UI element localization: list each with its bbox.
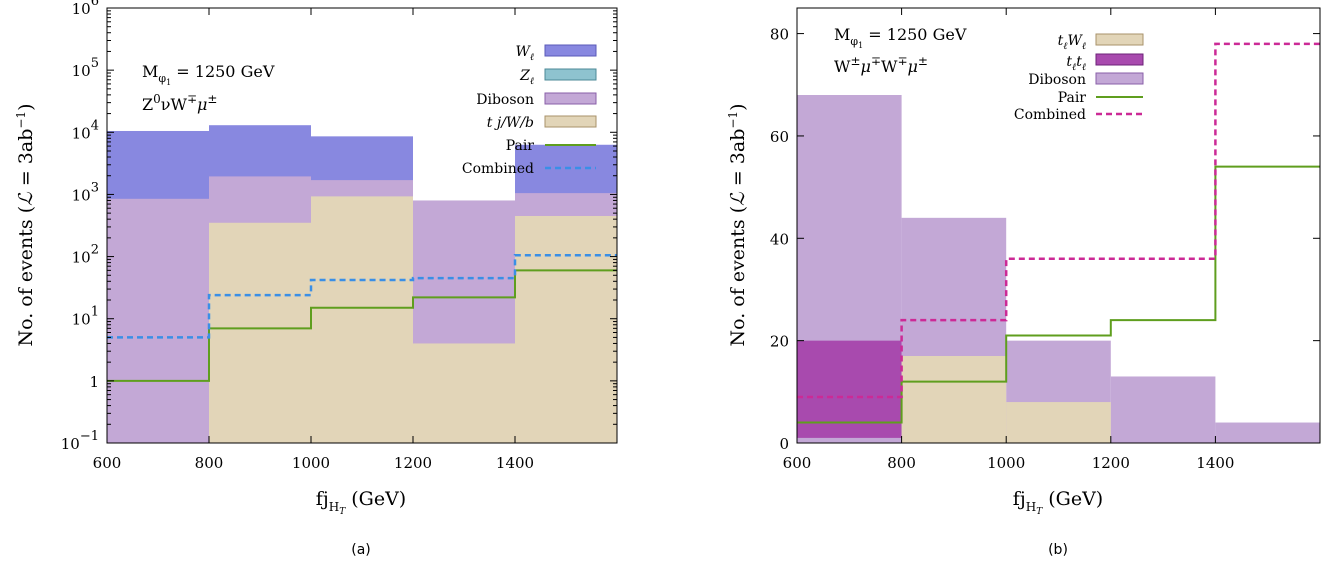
b-bar-2-2 <box>1006 402 1111 443</box>
a-stacked-bars <box>107 125 617 444</box>
b-xtick-label: 1200 <box>1092 454 1130 472</box>
a-bar-2-3 <box>413 343 515 443</box>
a-legend-swatch-zl <box>544 68 597 81</box>
a-legend-swatch-tj <box>544 115 597 128</box>
a-ytick-label: 104 <box>72 118 99 142</box>
b-caption: (b) <box>1048 542 1068 558</box>
panel-b: 600 800 1000 1200 1400 0 20 40 60 80 Mφ1 = 1250 G… <box>726 7 1321 558</box>
a-annotation-channel: Z0νW∓μ± <box>142 92 217 114</box>
a-legend-label-zl: Zℓ <box>519 68 534 87</box>
panel-a: 600 800 1000 1200 1400 10−1 1 101 102 103 104 105 10… <box>14 0 618 558</box>
b-xtick-label: 800 <box>887 454 916 472</box>
b-ytick-label: 60 <box>770 128 789 146</box>
b-legend-label-tt: tℓtℓ <box>1066 54 1086 73</box>
b-ylabel: No. of events (ℒ = 3ab−1) <box>726 103 749 346</box>
b-lines <box>797 42 1320 424</box>
b-frame <box>796 7 1321 444</box>
b-legend-label-pair: Pair <box>1058 90 1087 106</box>
b-xtick-label: 600 <box>783 454 812 472</box>
b-legend-swatch-tt <box>1095 53 1144 66</box>
b-axis-ticks: 600 800 1000 1200 1400 0 20 40 60 80 <box>770 8 1320 472</box>
a-xtick-label: 1000 <box>292 454 330 472</box>
a-xtick-label: 600 <box>93 454 122 472</box>
b-xtick-label: 1400 <box>1196 454 1234 472</box>
b-legend-label-diboson: Diboson <box>1028 72 1086 88</box>
a-line-combined <box>107 254 617 339</box>
a-frame <box>106 7 618 444</box>
b-ytick-label: 40 <box>770 230 789 248</box>
b-annotation-mass: Mφ1 = 1250 GeV <box>834 25 967 50</box>
b-bar-2-1 <box>901 356 1007 443</box>
b-annotation-channel: W±μ∓W∓μ± <box>834 54 928 76</box>
b-legend-swatch-diboson <box>1095 72 1144 85</box>
b-ytick-label: 80 <box>770 26 789 44</box>
b-xlabel: fjHT (GeV) <box>1013 488 1103 517</box>
b-ytick-label: 20 <box>770 333 789 351</box>
a-ylabel: No. of events (ℒ = 3ab−1) <box>14 103 37 346</box>
a-annotation-mass: Mφ1 = 1250 GeV <box>142 62 275 87</box>
a-legend-swatch-wl <box>544 44 597 57</box>
a-legend-label-pair: Pair <box>506 138 535 154</box>
a-bar-1-0 <box>107 198 209 443</box>
a-caption: (a) <box>351 542 371 558</box>
b-xtick-label: 1000 <box>987 454 1025 472</box>
a-bar-2-4 <box>515 215 617 443</box>
a-xtick-label: 800 <box>195 454 224 472</box>
a-line-pair <box>107 269 617 382</box>
a-lines <box>107 254 617 382</box>
a-ytick-label: 10−1 <box>61 429 99 453</box>
a-legend-swatch-diboson <box>544 92 597 105</box>
a-axis-ticks: 600 800 1000 1200 1400 10−1 1 101 102 103 104 105 10… <box>61 0 617 472</box>
b-bar-0-4 <box>1215 422 1320 443</box>
a-legend: Wℓ Zℓ Diboson t j/W/b Pair Combined <box>462 44 597 177</box>
b-bar-0-3 <box>1110 376 1216 443</box>
a-ytick-label: 105 <box>72 56 99 80</box>
a-ytick-label: 102 <box>72 243 99 267</box>
a-bar-2-1 <box>209 222 311 443</box>
a-xlabel: fjHT (GeV) <box>316 488 406 517</box>
a-legend-label-wl: Wℓ <box>515 44 534 63</box>
a-xtick-label: 1200 <box>394 454 432 472</box>
a-legend-label-combined: Combined <box>462 161 534 177</box>
a-ytick-label: 1 <box>89 373 99 391</box>
b-legend-label-combined: Combined <box>1014 107 1086 123</box>
a-legend-label-diboson: Diboson <box>476 92 534 108</box>
b-line-combined <box>797 42 1320 399</box>
a-ytick-label: 103 <box>72 180 99 204</box>
a-bar-2-2 <box>311 196 413 443</box>
b-legend-swatch-tw <box>1095 33 1144 46</box>
a-xtick-label: 1400 <box>496 454 534 472</box>
b-legend: tℓWℓ tℓtℓ Diboson Pair Combined <box>1014 33 1144 123</box>
b-legend-label-tw: tℓWℓ <box>1058 33 1086 52</box>
a-ytick-label: 101 <box>72 305 99 329</box>
b-ytick-label: 0 <box>779 435 789 453</box>
a-legend-label-tj: t j/W/b <box>487 115 534 131</box>
a-ytick-label: 106 <box>72 0 99 18</box>
b-stacked-bars <box>797 95 1320 443</box>
